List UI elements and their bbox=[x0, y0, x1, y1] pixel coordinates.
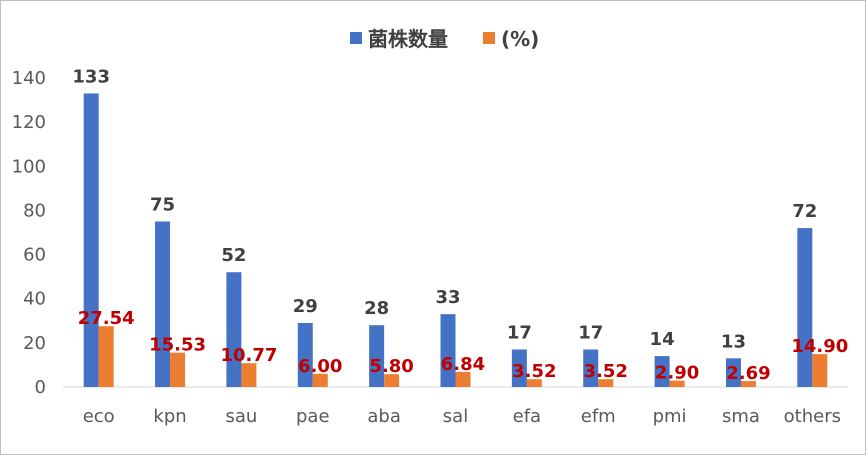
data-label-percent: 10.77 bbox=[220, 345, 277, 366]
x-tick-label: kpn bbox=[153, 406, 186, 427]
x-axis: eco kpn sau pae aba sal efa efm pmi sma others bbox=[83, 406, 841, 427]
bar-strain-count-sma bbox=[725, 358, 741, 387]
y-axis: 0 20 40 60 80 100 120 140 bbox=[12, 68, 46, 398]
data-label-percent: 27.54 bbox=[78, 308, 135, 329]
y-tick-label: 60 bbox=[23, 245, 46, 266]
legend: 菌株数量 (%) bbox=[350, 27, 539, 51]
x-tick-label: eco bbox=[83, 406, 115, 427]
legend-swatch-percent bbox=[483, 32, 495, 44]
data-label-percent: 15.53 bbox=[149, 335, 206, 356]
legend-swatch-strain-count bbox=[350, 32, 362, 44]
data-label-strain-count: 133 bbox=[72, 66, 110, 87]
bar-percent-others bbox=[812, 354, 828, 387]
bar-strain-count-eco bbox=[83, 93, 99, 387]
data-label-strain-count: 13 bbox=[721, 331, 746, 352]
x-tick-label: pae bbox=[296, 406, 330, 427]
data-label-strain-count: 33 bbox=[435, 287, 460, 308]
data-label-strain-count: 72 bbox=[792, 201, 817, 222]
x-tick-label: sau bbox=[225, 406, 257, 427]
data-label-strain-count: 75 bbox=[150, 194, 175, 215]
x-tick-label: aba bbox=[367, 406, 401, 427]
bar-percent-pmi bbox=[669, 380, 685, 387]
data-label-percent: 3.52 bbox=[584, 361, 628, 382]
bars bbox=[83, 93, 828, 387]
data-label-strain-count: 14 bbox=[650, 329, 675, 350]
bar-strain-count-sau bbox=[226, 272, 242, 387]
y-tick-label: 80 bbox=[23, 200, 46, 221]
bar-strain-count-efa bbox=[511, 349, 527, 387]
bar-percent-kpn bbox=[170, 352, 186, 387]
x-tick-label: sal bbox=[443, 406, 468, 427]
bar-percent-eco bbox=[98, 326, 114, 387]
bar-strain-count-aba bbox=[369, 325, 385, 387]
data-label-strain-count: 17 bbox=[578, 322, 603, 343]
y-tick-label: 100 bbox=[12, 156, 46, 177]
data-label-percent: 14.90 bbox=[791, 336, 848, 357]
bar-strain-count-efm bbox=[583, 349, 599, 387]
x-tick-label: pmi bbox=[653, 406, 687, 427]
bar-strain-count-pmi bbox=[654, 356, 670, 387]
bar-percent-aba bbox=[384, 374, 400, 387]
bar-strain-count-others bbox=[797, 228, 813, 387]
bar-percent-efa bbox=[526, 379, 542, 387]
y-tick-label: 0 bbox=[35, 377, 46, 398]
bar-strain-count-kpn bbox=[155, 221, 171, 387]
data-label-percent: 6.84 bbox=[441, 354, 485, 375]
bar-strain-count-sal bbox=[440, 314, 456, 387]
legend-label-strain-count: 菌株数量 bbox=[368, 27, 448, 51]
x-tick-label: efm bbox=[581, 406, 616, 427]
bar-percent-efm bbox=[598, 379, 614, 387]
bar-percent-pae bbox=[312, 373, 328, 387]
data-label-strain-count: 29 bbox=[293, 296, 318, 317]
data-label-percent: 5.80 bbox=[369, 356, 413, 377]
x-tick-label: sma bbox=[722, 406, 760, 427]
data-labels: 133 27.54 75 15.53 52 10.77 29 6.00 28 5.80 33 6.84… bbox=[72, 66, 848, 384]
y-tick-label: 40 bbox=[23, 289, 46, 310]
y-tick-label: 120 bbox=[12, 112, 46, 133]
data-label-percent: 2.69 bbox=[726, 363, 770, 384]
data-label-percent: 2.90 bbox=[655, 363, 699, 384]
y-tick-label: 140 bbox=[12, 68, 46, 89]
bar-percent-sau bbox=[241, 363, 257, 387]
y-tick-label: 20 bbox=[23, 333, 46, 354]
bar-percent-sma bbox=[740, 381, 756, 387]
x-tick-label: efa bbox=[513, 406, 541, 427]
bar-percent-sal bbox=[455, 371, 471, 387]
data-label-strain-count: 52 bbox=[221, 245, 246, 266]
data-label-percent: 6.00 bbox=[298, 356, 342, 377]
x-tick-label: others bbox=[784, 406, 841, 427]
data-label-percent: 3.52 bbox=[512, 361, 556, 382]
data-label-strain-count: 28 bbox=[364, 298, 389, 319]
bar-strain-count-pae bbox=[297, 322, 313, 387]
legend-label-percent: (%) bbox=[501, 27, 539, 51]
data-label-strain-count: 17 bbox=[507, 322, 532, 343]
